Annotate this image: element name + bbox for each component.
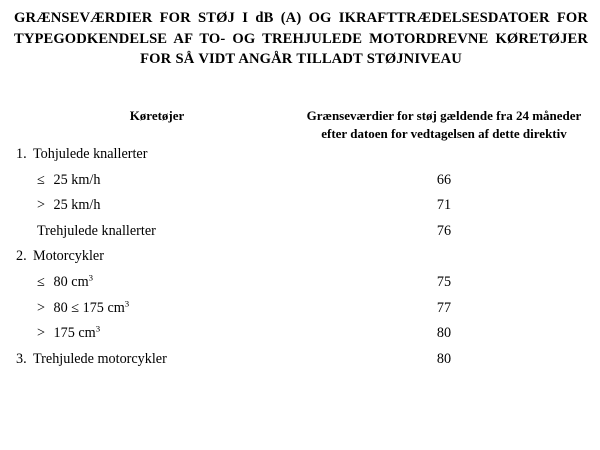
group-name: Trehjulede motorcykler [33,350,167,367]
group-heading: 1. Tohjulede knallerter [14,142,300,168]
sub-item: > 175 cm3 [14,321,300,347]
sub-item: > 25 km/h [14,193,300,219]
limit-value: 80 [436,350,452,367]
column-header-vehicles: Køretøjer [129,108,185,123]
group-name: Tohjulede knallerter [33,146,148,162]
table-row: 2. Motorcykler ≤ 80 cm3 > 80 ≤ 175 cm3 > … [14,244,588,346]
sub-item-label: 25 km/h [53,171,101,188]
operator: ≤ [37,273,45,290]
table-row: 3. Trehjulede motorcykler 80 [14,347,588,373]
limit-value: 76 [436,222,452,239]
group-number: 2. [16,248,27,265]
group-heading: 2. Motorcykler [14,244,300,270]
table-header-row: Køretøjer Grænseværdier for støj gældend… [14,107,588,142]
document-title: GRÆNSEVÆRDIER FOR STØJ I dB (A) OG IKRAF… [14,10,588,67]
superscript: 3 [95,323,101,334]
operator: ≤ [37,171,45,188]
group-vehicles-cell: 1. Tohjulede knallerter ≤ 25 km/h > 25 km… [14,142,300,244]
operator: > [37,325,46,342]
sub-item-label: 175 cm [53,325,96,342]
group-vehicles-cell: 3. Trehjulede motorcykler [14,347,300,373]
sub-item: ≤ 25 km/h [14,168,300,194]
limit-value: 75 [436,273,452,290]
group-vehicles-cell: 2. Motorcykler ≤ 80 cm3 > 80 ≤ 175 cm3 > … [14,244,300,346]
sub-item: ≤ 80 cm3 [14,270,300,296]
table-row: 1. Tohjulede knallerter ≤ 25 km/h > 25 km… [14,142,588,244]
group-number: 1. [16,146,27,162]
superscript: 3 [88,272,94,283]
column-header-limits: Grænseværdier for støj gældende fra 24 m… [306,108,582,141]
sub-item-label: 80 cm [53,273,89,290]
limit-value: 80 [436,325,452,342]
group-number: 3. [16,350,27,367]
limit-value: 71 [436,197,452,214]
table-body: 1. Tohjulede knallerter ≤ 25 km/h > 25 km… [14,142,588,372]
group-name: Motorcykler [33,248,104,265]
group-limits-cell: 80 [300,347,588,373]
operator: > [37,299,46,316]
sub-item-label: 80 ≤ 175 cm [53,299,125,316]
superscript: 3 [124,297,130,308]
group-limits-cell: 66 71 76 [300,142,588,244]
sub-item-label: Trehjulede knallerter [37,222,156,239]
sub-item-label: 25 km/h [53,197,101,214]
group-limits-cell: 75 77 80 [300,244,588,346]
table-head: Køretøjer Grænseværdier for støj gældend… [14,107,588,142]
limit-value: 77 [436,299,452,316]
sub-item: > 80 ≤ 175 cm3 [14,296,300,322]
sub-item: Trehjulede knallerter [14,219,300,245]
operator: > [37,197,46,214]
noise-limits-table: Køretøjer Grænseværdier for støj gældend… [14,107,588,372]
limit-value: 66 [436,171,452,188]
group-heading: 3. Trehjulede motorcykler [14,347,300,373]
